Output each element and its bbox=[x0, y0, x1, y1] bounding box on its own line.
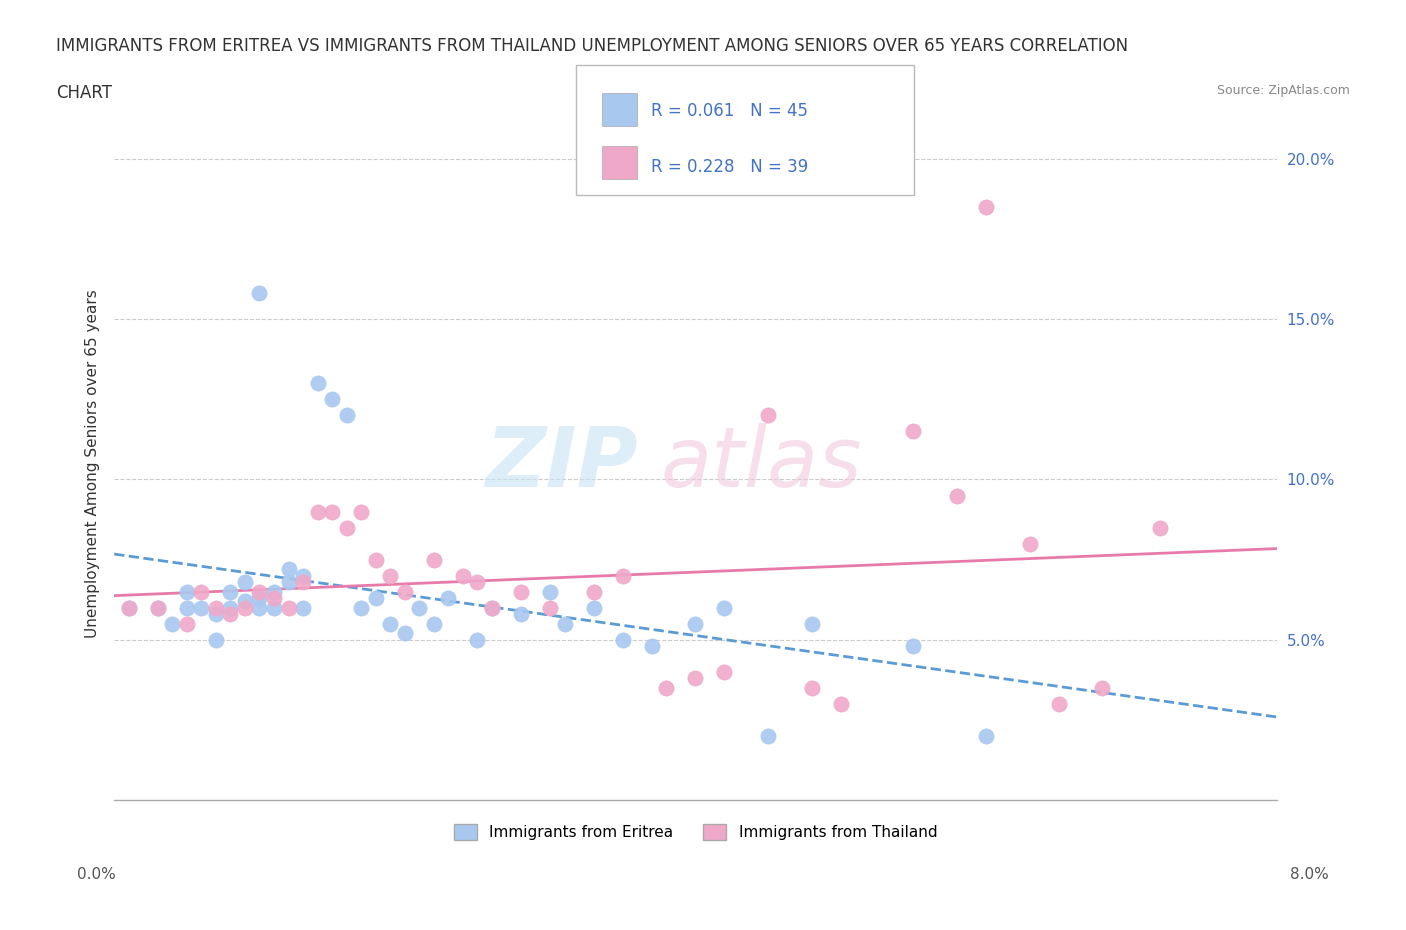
Point bbox=[612, 568, 634, 583]
Point bbox=[263, 591, 285, 605]
Point bbox=[307, 376, 329, 391]
Text: R = 0.228   N = 39: R = 0.228 N = 39 bbox=[651, 158, 808, 176]
Point bbox=[554, 617, 576, 631]
Point bbox=[510, 606, 533, 621]
Point bbox=[423, 552, 446, 567]
Point bbox=[685, 617, 707, 631]
Text: atlas: atlas bbox=[661, 423, 862, 504]
Point bbox=[263, 601, 285, 616]
Point bbox=[205, 632, 228, 647]
Text: 0.0%: 0.0% bbox=[77, 867, 117, 882]
Point bbox=[394, 626, 416, 641]
Point bbox=[190, 601, 212, 616]
Text: CHART: CHART bbox=[56, 84, 112, 101]
Point bbox=[292, 575, 315, 590]
Point bbox=[205, 601, 228, 616]
Point bbox=[146, 601, 169, 616]
Point bbox=[1018, 537, 1040, 551]
Point bbox=[205, 606, 228, 621]
Point bbox=[538, 584, 561, 599]
Point bbox=[510, 584, 533, 599]
Point bbox=[423, 617, 446, 631]
Point bbox=[190, 584, 212, 599]
Point bbox=[176, 584, 198, 599]
Point bbox=[467, 632, 489, 647]
Point bbox=[641, 639, 664, 654]
Point bbox=[451, 568, 474, 583]
Text: IMMIGRANTS FROM ERITREA VS IMMIGRANTS FROM THAILAND UNEMPLOYMENT AMONG SENIORS O: IMMIGRANTS FROM ERITREA VS IMMIGRANTS FR… bbox=[56, 37, 1129, 55]
Point bbox=[467, 575, 489, 590]
Point bbox=[756, 408, 779, 423]
Point bbox=[380, 568, 402, 583]
Point bbox=[292, 601, 315, 616]
Y-axis label: Unemployment Among Seniors over 65 years: Unemployment Among Seniors over 65 years bbox=[86, 289, 100, 638]
Point bbox=[1047, 697, 1070, 711]
Point bbox=[974, 728, 997, 743]
Point bbox=[321, 392, 343, 406]
Point bbox=[946, 488, 969, 503]
Point bbox=[713, 665, 735, 680]
Point bbox=[233, 601, 256, 616]
Point bbox=[219, 601, 242, 616]
Point bbox=[350, 601, 373, 616]
Point bbox=[176, 601, 198, 616]
Legend: Immigrants from Eritrea, Immigrants from Thailand: Immigrants from Eritrea, Immigrants from… bbox=[447, 818, 943, 846]
Point bbox=[146, 601, 169, 616]
Point bbox=[321, 504, 343, 519]
Text: Source: ZipAtlas.com: Source: ZipAtlas.com bbox=[1216, 84, 1350, 97]
Point bbox=[364, 552, 387, 567]
Point bbox=[612, 632, 634, 647]
Point bbox=[380, 617, 402, 631]
Point bbox=[233, 594, 256, 609]
Point bbox=[118, 601, 141, 616]
Point bbox=[1091, 681, 1114, 696]
Point bbox=[903, 424, 925, 439]
Point bbox=[481, 601, 503, 616]
Point bbox=[655, 681, 678, 696]
Point bbox=[1149, 520, 1171, 535]
Point bbox=[903, 639, 925, 654]
Point bbox=[800, 681, 823, 696]
Point bbox=[118, 601, 141, 616]
Point bbox=[756, 728, 779, 743]
Point bbox=[233, 575, 256, 590]
Point bbox=[394, 584, 416, 599]
Point bbox=[350, 504, 373, 519]
Text: ZIP: ZIP bbox=[485, 423, 637, 504]
Point bbox=[437, 591, 460, 605]
Point bbox=[481, 601, 503, 616]
Point bbox=[162, 617, 184, 631]
Point bbox=[538, 601, 561, 616]
Point bbox=[263, 584, 285, 599]
Point bbox=[292, 568, 315, 583]
Point bbox=[249, 601, 271, 616]
Point bbox=[307, 504, 329, 519]
Point bbox=[685, 671, 707, 685]
Point bbox=[800, 617, 823, 631]
Point bbox=[408, 601, 430, 616]
Point bbox=[336, 408, 359, 423]
Point bbox=[277, 562, 299, 577]
Point bbox=[713, 601, 735, 616]
Point bbox=[582, 584, 605, 599]
Point bbox=[249, 591, 271, 605]
Point bbox=[249, 286, 271, 300]
Point bbox=[582, 601, 605, 616]
Point bbox=[830, 697, 852, 711]
Point bbox=[249, 584, 271, 599]
Point bbox=[219, 584, 242, 599]
Text: R = 0.061   N = 45: R = 0.061 N = 45 bbox=[651, 102, 808, 120]
Point bbox=[277, 601, 299, 616]
Point bbox=[364, 591, 387, 605]
Point bbox=[176, 617, 198, 631]
Point bbox=[974, 199, 997, 214]
Point bbox=[219, 606, 242, 621]
Point bbox=[277, 575, 299, 590]
Text: 8.0%: 8.0% bbox=[1289, 867, 1329, 882]
Point bbox=[336, 520, 359, 535]
